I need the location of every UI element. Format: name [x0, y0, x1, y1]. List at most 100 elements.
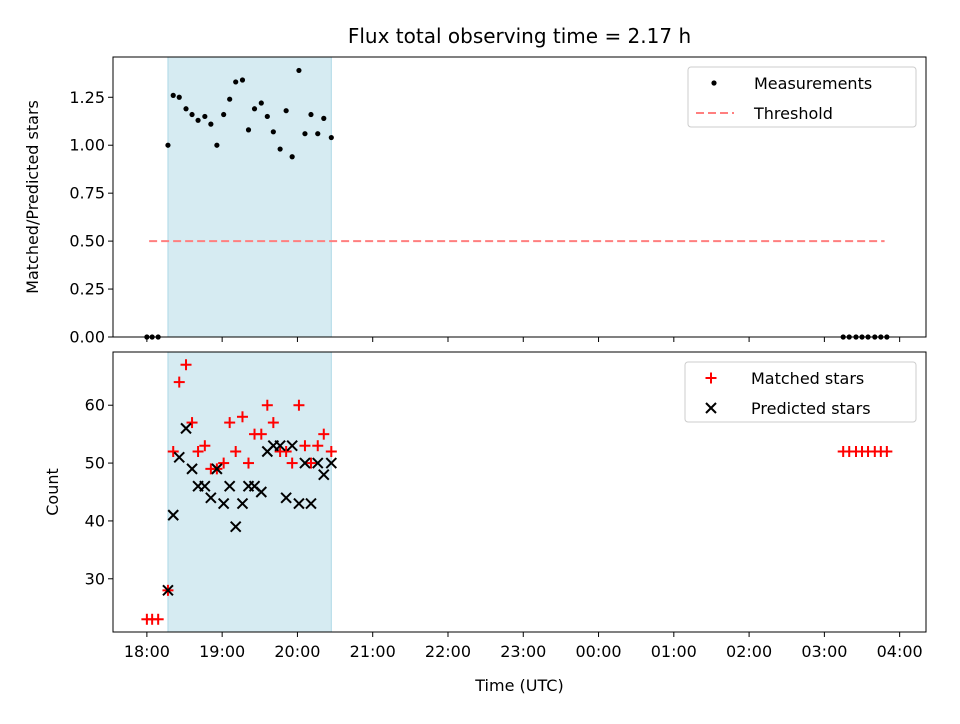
matched-stars-point	[180, 359, 192, 371]
measurements-point	[270, 129, 276, 135]
bottom-panel: 30 40 50 60 18:00 19:00 20:00 21:00 22:00 23:00 0…	[43, 351, 927, 695]
measurements-point	[208, 121, 214, 127]
legend-marker	[705, 402, 717, 414]
top-y-axis-label: Matched/Predicted stars	[23, 100, 42, 294]
matched-stars-point	[218, 457, 230, 469]
matched-stars-point	[286, 457, 298, 469]
x-tick-label: 19:00	[199, 642, 245, 661]
predicted-stars-point	[280, 492, 292, 504]
bottom-legend: Matched stars Predicted stars	[684, 361, 917, 423]
top-axes-frame	[112, 56, 927, 338]
x-b	[299, 457, 311, 469]
predicted-stars-point	[312, 457, 324, 469]
measurements-point	[302, 131, 308, 137]
predicted-stars-point	[180, 422, 192, 435]
bottom-highlight-span	[167, 351, 332, 633]
predicted-stars-point	[255, 486, 268, 498]
y-tick-label: 0.25	[69, 280, 105, 299]
predicted-stars-point	[274, 440, 286, 452]
measurements-point	[176, 94, 182, 100]
x-tick-label: 22:00	[425, 642, 471, 661]
predicted-stars-point	[286, 440, 298, 452]
x-b	[286, 440, 298, 452]
matched-stars-point	[230, 446, 242, 458]
matched-stars-point	[312, 440, 324, 452]
bottom-x-axis: 18:00 19:00 20:00 21:00 22:00 23:00 00:00 01:00…	[124, 632, 923, 661]
x-tick-label: 01:00	[651, 642, 697, 661]
measurements-point	[289, 154, 295, 160]
legend-label: Threshold	[753, 104, 833, 123]
predicted-stars-point	[229, 521, 242, 533]
predicted-stars-point	[223, 480, 236, 492]
measurements-point	[283, 108, 289, 114]
predicted-stars-point	[299, 457, 311, 469]
predicted-stars-point	[236, 497, 249, 510]
x-b	[162, 584, 174, 597]
x-tick-label: 20:00	[274, 642, 320, 661]
predicted-stars-point	[186, 463, 198, 475]
x-b	[293, 497, 305, 510]
x-b	[205, 492, 217, 504]
measurements-point	[183, 106, 189, 112]
measurements-point	[165, 142, 171, 148]
matched-stars-point	[261, 399, 273, 411]
top-panel: 0.00 0.25 0.50 0.75 1.00 1.25 Matched/Predict…	[23, 56, 927, 347]
legend-box	[684, 361, 917, 423]
bottom-axes-frame	[112, 351, 927, 633]
predicted-stars-point	[167, 509, 179, 521]
measurements-point	[315, 131, 321, 137]
x-b	[180, 422, 192, 435]
legend-label: Matched stars	[751, 369, 864, 388]
x-b	[236, 497, 249, 510]
bottom-y-axis: 30 40 50 60	[85, 396, 113, 588]
x-b	[217, 497, 230, 510]
x-b	[255, 486, 268, 498]
legend-box	[687, 66, 917, 128]
x-b	[312, 457, 324, 469]
x-b	[167, 509, 179, 521]
measurements-point	[277, 146, 283, 152]
matched-stars-point	[167, 446, 179, 458]
x-b	[186, 463, 198, 475]
y-tick-label: 1.25	[69, 88, 105, 107]
x-b	[229, 521, 242, 533]
x-tick-label: 04:00	[877, 642, 923, 661]
measurements-point	[189, 111, 195, 118]
chart-title: Flux total observing time = 2.17 h	[348, 24, 691, 48]
x-b	[318, 468, 330, 481]
highlight-span-rect	[167, 56, 332, 338]
x-b	[325, 457, 338, 469]
predicted-stars-point	[325, 457, 338, 469]
bottom-y-axis-label: Count	[43, 468, 62, 516]
x-tick-label: 02:00	[726, 642, 772, 661]
measurements-point	[227, 96, 233, 102]
x-tick-label: 23:00	[500, 642, 546, 661]
x-tick-label: 18:00	[124, 642, 170, 661]
matched-stars-point	[236, 411, 248, 423]
matched-stars-point	[325, 446, 337, 458]
x-b	[280, 492, 292, 504]
matched-stars-point	[305, 457, 317, 469]
x-b	[173, 451, 185, 463]
measurements-point	[214, 142, 220, 148]
measurements-point	[221, 111, 227, 118]
matched-stars-point	[192, 446, 204, 458]
x-tick-label: 00:00	[575, 642, 621, 661]
x-tick-label: 03:00	[801, 642, 847, 661]
x-b	[248, 480, 261, 492]
predicted-stars-point	[305, 497, 317, 510]
x-b	[274, 440, 286, 452]
matched-stars-point	[199, 440, 211, 452]
measurements-point	[195, 117, 201, 123]
measurements-point	[170, 92, 176, 98]
top-legend: Measurements Threshold	[687, 66, 917, 128]
measurements-point	[328, 134, 334, 141]
measurements-point	[233, 79, 239, 85]
highlight-span-rect	[167, 351, 332, 633]
y-tick-label: 1.00	[69, 136, 105, 155]
y-tick-label: 60	[85, 396, 105, 415]
y-tick-label: 0.50	[69, 232, 105, 251]
measurements-point	[258, 100, 264, 106]
x-b	[199, 480, 211, 492]
